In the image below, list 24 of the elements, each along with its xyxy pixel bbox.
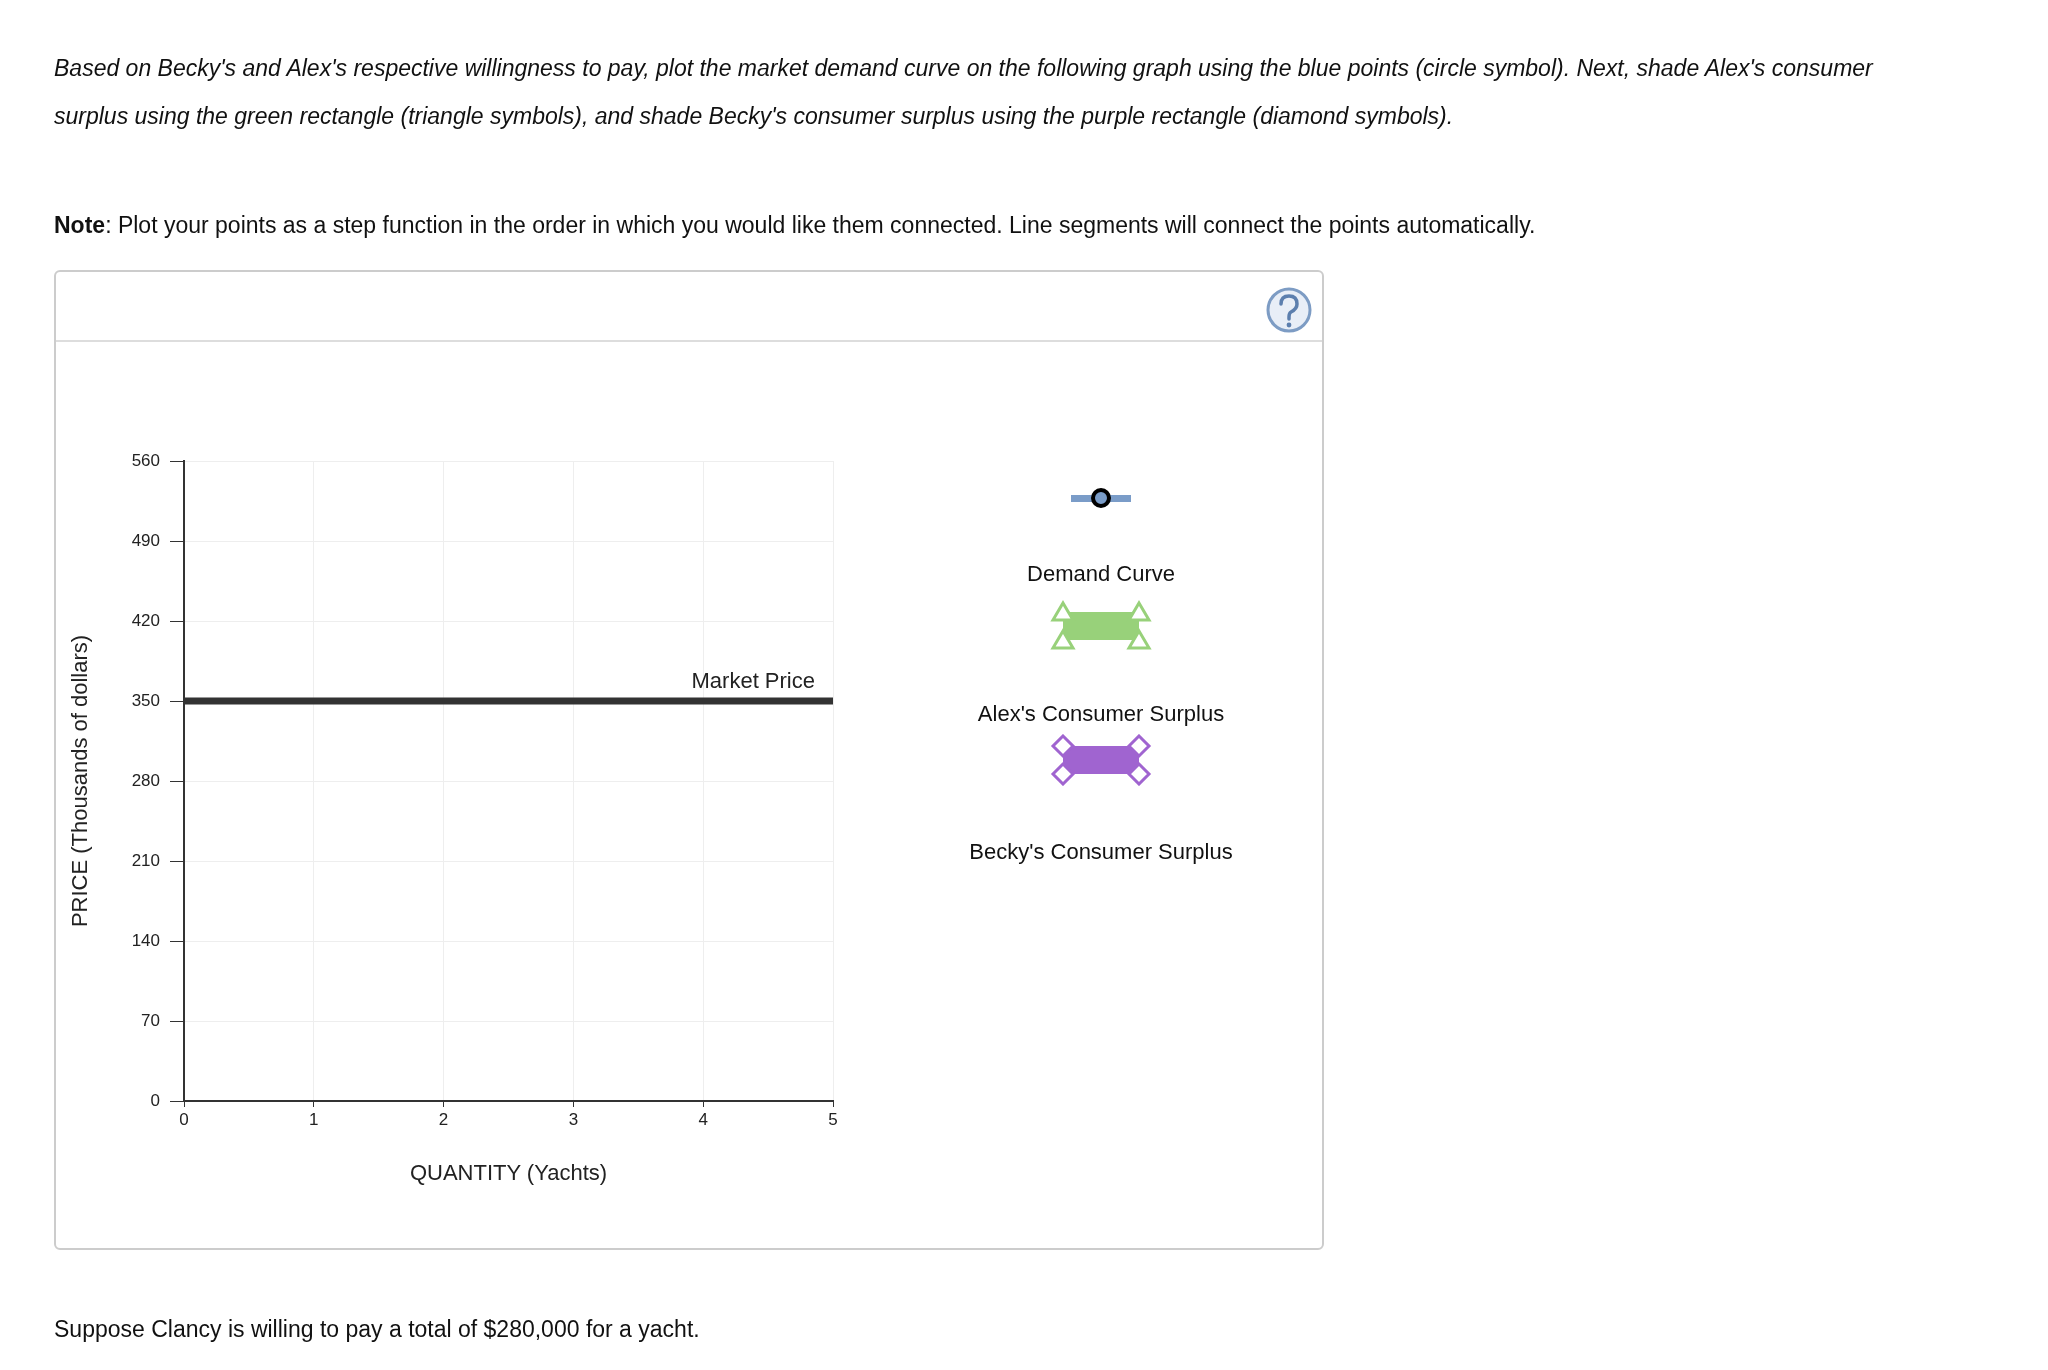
x-axis-title: QUANTITY (Yachts)	[409, 1159, 608, 1185]
text: Alex's Consumer Surplus	[976, 701, 1226, 727]
y-tick-label: 0	[150, 1090, 160, 1110]
x-tick-label: 5	[828, 1109, 838, 1129]
x-tick-label: 4	[698, 1109, 708, 1129]
x-tick-label: 1	[309, 1109, 319, 1129]
y-tick-label: 350	[131, 690, 160, 710]
y-tick-label: 280	[131, 770, 160, 790]
x-tick-label: 3	[568, 1109, 579, 1129]
x-tick-label: 0	[179, 1109, 189, 1129]
text: Demand Curve	[1026, 561, 1176, 587]
y-tick-label: 490	[131, 530, 160, 550]
ref-line-label: Market Price	[691, 668, 815, 694]
text: Becky's Consumer Surplus	[968, 839, 1234, 865]
text: Suppose Clancy is willing to pay a total of $280,000 for a yacht.	[54, 1316, 700, 1343]
y-tick-label: 140	[131, 930, 160, 950]
text: Based on Becky's and Alex's respective willingness to pay, plot the market demand curve on the following graph using the blue points (circle symbol). Next, shade Alex's consumer surplus using the green rectangle (triangle symbols), and shade Becky's consumer surplus using the purple rectangle (diamond symbols).	[54, 54, 1875, 131]
x-tick-label: 2	[438, 1109, 449, 1129]
y-tick-label: 70	[141, 1010, 160, 1030]
y-tick-label: 210	[131, 850, 160, 870]
y-axis-title: PRICE (Thousands of dollars)	[67, 634, 93, 928]
chart-subtitle: Note: Plot your points as a step function in the order in which you would like them connected. Line segments will connect the points automatically.	[54, 212, 1537, 239]
y-tick-label: 420	[131, 610, 160, 630]
y-tick-label: 560	[131, 450, 160, 470]
